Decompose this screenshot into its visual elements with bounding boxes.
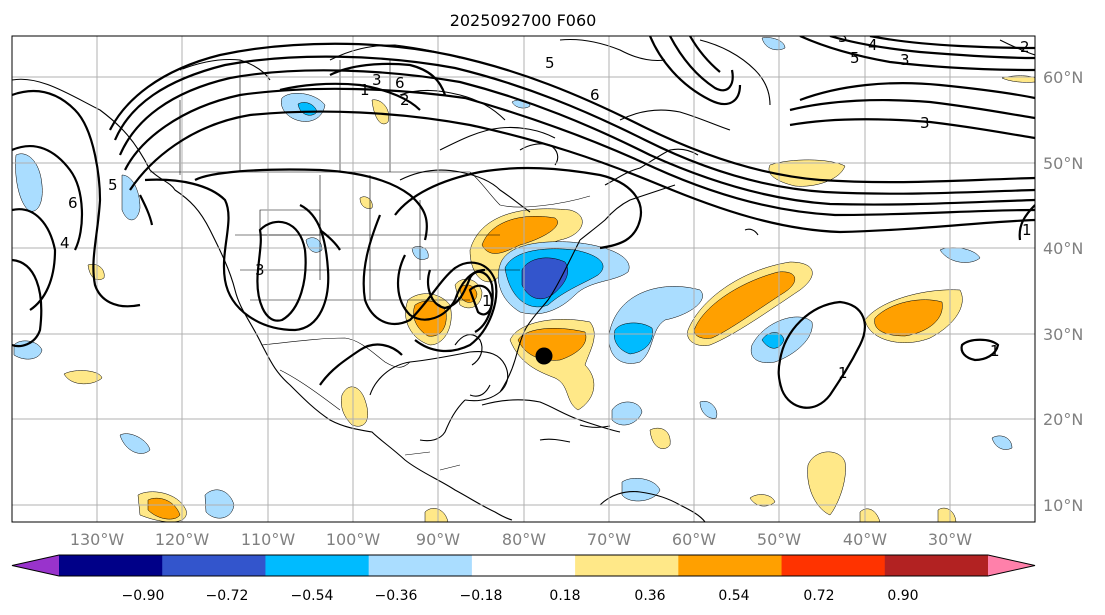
contour-label: 6 (68, 194, 78, 212)
contour-label: 3 (920, 114, 930, 132)
contour-label: 3 (838, 28, 848, 46)
colorbar (11, 554, 1036, 577)
longitude-labels: 130°W 120°W 110°W 100°W 90°W 80°W 70°W 6… (70, 530, 972, 549)
lat-label: 10°N (1043, 496, 1083, 515)
anomaly-negative (621, 478, 661, 502)
latitude-labels: 60°N 50°N 40°N 30°N 20°N 10°N (1043, 68, 1083, 515)
colorbar-tick-label: −0.36 (375, 588, 418, 604)
colorbar-tick-label: 0.72 (803, 588, 834, 604)
contour-label: 2 (400, 91, 410, 109)
contour-label: 3 (372, 71, 382, 89)
anomaly-positive (341, 386, 368, 427)
anomaly-negative (991, 435, 1013, 450)
lat-label: 20°N (1043, 410, 1083, 429)
lat-label: 40°N (1043, 239, 1083, 258)
contour-label: 5 (108, 176, 118, 194)
lon-label: 30°W (928, 530, 972, 549)
anomaly-positive (63, 370, 103, 385)
contour-label: 1 (838, 364, 848, 382)
anomaly-negative (15, 153, 43, 212)
lon-label: 80°W (502, 530, 546, 549)
contour-label: 1 (482, 292, 492, 310)
anomaly-negative (521, 257, 568, 300)
map-area: 6 5 4 3 2 1 3 6 5 6 5 4 3 2 1 3 3 1 1 1 (12, 28, 1035, 522)
colorbar-segment (59, 555, 163, 576)
lon-label: 40°W (843, 530, 887, 549)
colorbar-outline (11, 554, 1036, 577)
contour-label: 4 (60, 234, 70, 252)
anomaly-positive (694, 271, 795, 339)
colorbar-tick-label: −0.90 (122, 588, 165, 604)
colorbar-tick-label: 0.36 (634, 588, 665, 604)
anomaly-negative (699, 400, 718, 419)
colorbar-segment (368, 555, 473, 576)
contour-label: 6 (395, 74, 405, 92)
anomaly-negative (121, 174, 141, 221)
lon-label: 60°W (672, 530, 716, 549)
lon-label: 110°W (241, 530, 296, 549)
contour-label: 1 (990, 342, 1000, 360)
contour-label: 5 (545, 54, 555, 72)
contour-label: 3 (900, 51, 910, 69)
lon-label: 120°W (155, 530, 210, 549)
colorbar-segment (678, 555, 783, 576)
anomaly-positive (649, 427, 671, 449)
contour-label: 1 (360, 81, 370, 99)
contour-label: 6 (590, 86, 600, 104)
anomaly-negative (614, 322, 653, 355)
contour-label: 5 (850, 49, 860, 67)
colorbar-segment (162, 555, 266, 576)
contour-label-group: 6 5 4 3 2 1 3 6 5 6 5 4 3 2 1 3 3 1 1 1 (60, 28, 1032, 382)
lat-label: 30°N (1043, 325, 1083, 344)
anomaly-positive (517, 328, 587, 361)
anomaly-positive (749, 494, 776, 507)
contour-label: 4 (868, 36, 878, 54)
lon-label: 70°W (587, 530, 631, 549)
lon-label: 90°W (416, 530, 460, 549)
colorbar-segment (884, 555, 989, 576)
anomaly-positive (424, 508, 449, 522)
shaded-anomalies (13, 37, 1035, 522)
lon-label: 50°W (757, 530, 801, 549)
colorbar-extend-high (988, 555, 1035, 576)
colorbar-tick-label: −0.54 (291, 588, 334, 604)
colorbar-segment (575, 555, 679, 576)
lat-label: 60°N (1043, 68, 1083, 87)
colorbar-tick-labels: −0.90 −0.72 −0.54 −0.36 −0.18 0.18 0.36 … (122, 588, 919, 604)
colorbar-tick-label: −0.18 (460, 588, 503, 604)
colorbar-tick-label: 0.54 (718, 588, 749, 604)
anomaly-positive (937, 507, 957, 522)
colorbar-tick-label: −0.72 (206, 588, 249, 604)
anomaly-negative (119, 433, 151, 454)
contour-lines (12, 36, 1035, 409)
lon-label: 130°W (70, 530, 125, 549)
anomaly-positive (807, 451, 846, 516)
figure-title: 2025092700 F060 (450, 11, 597, 30)
colorbar-segment (471, 555, 576, 576)
anomaly-positive (874, 299, 943, 337)
colorbar-extend-low (12, 555, 59, 576)
lon-label: 100°W (326, 530, 381, 549)
storm-center-marker (535, 347, 553, 365)
anomaly-positive (147, 497, 181, 520)
map-frame (11, 35, 1036, 523)
anomaly-positive (359, 196, 373, 209)
lat-label: 50°N (1043, 154, 1083, 173)
contour-label: 1 (1022, 221, 1032, 239)
contour-label: 2 (1020, 38, 1030, 56)
anomaly-positive (481, 216, 558, 254)
colorbar-tick-label: 0.90 (887, 588, 918, 604)
colorbar-segment (265, 555, 370, 576)
colorbar-tick-label: 0.18 (549, 588, 580, 604)
colorbar-segment (781, 555, 886, 576)
contour-label: 3 (255, 261, 265, 279)
anomaly-positive (87, 264, 105, 281)
